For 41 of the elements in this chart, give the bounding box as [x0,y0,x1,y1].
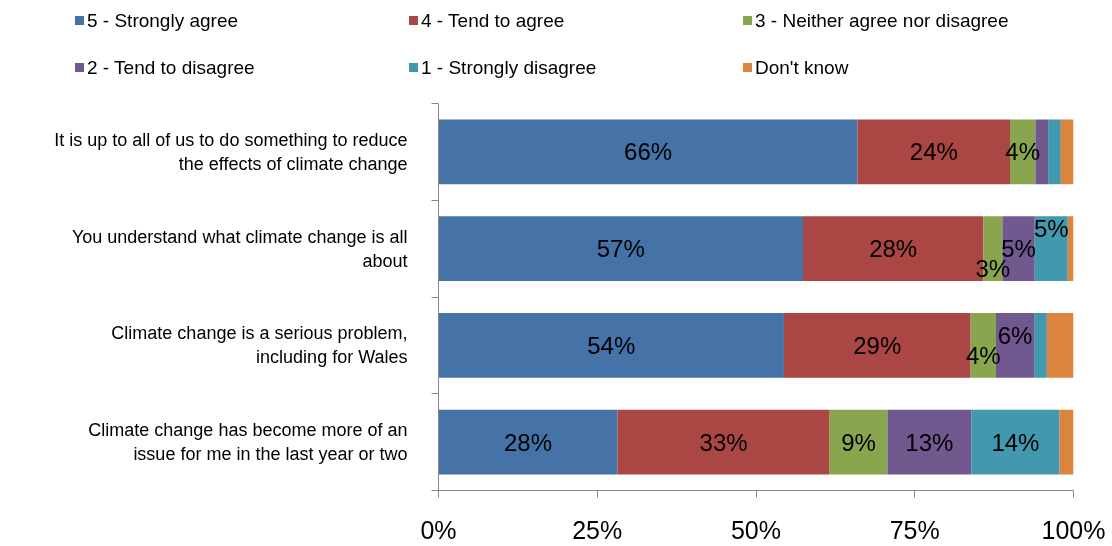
bar [1046,312,1074,378]
bar [617,409,830,475]
legend-label: 5 - Strongly agree [87,9,239,31]
data-label: 5% [1033,215,1069,243]
y-tick-label: Climate change is a serious problem, including for Wales [111,323,408,368]
data-label: 33% [699,428,748,456]
bar [1034,312,1047,378]
data-label: 66% [624,138,673,166]
data-label: 28% [504,428,553,456]
data-label: 9% [841,428,876,456]
y-tick-label: It is up to all of us to do something to reduce the effects of climate change [54,129,408,174]
x-tick-label: 100% [1041,515,1106,544]
bar [971,409,1060,475]
bar [438,216,803,282]
bar [1060,119,1074,185]
legend-label: Don't know [755,56,849,78]
data-label: 54% [587,331,636,359]
data-label: 29% [853,331,902,359]
bar [438,119,858,185]
bar [438,409,618,475]
y-tick-label: Climate change has become more of an issue for me in the last year or two [88,420,408,465]
data-label: 13% [905,428,954,456]
data-label: 28% [869,235,918,263]
x-tick-label: 25% [572,515,623,544]
legend-label: 1 - Strongly disagree [421,56,597,78]
legend-label: 4 - Tend to agree [421,9,565,31]
bar [829,409,888,475]
data-label: 24% [909,138,958,166]
data-label: 6% [997,321,1033,349]
legend-label: 2 - Tend to disagree [87,56,255,78]
data-label: 57% [596,235,645,263]
data-label: 14% [991,428,1040,456]
x-tick-label: 0% [420,515,457,544]
legend-label: 3 - Neither agree nor disagree [755,9,1009,31]
x-tick-label: 75% [889,515,940,544]
bar [438,312,784,378]
y-tick-label: You understand what climate change is all about [71,226,408,271]
x-tick-label: 50% [730,515,782,544]
bar [1048,119,1061,185]
bar [1059,409,1074,475]
bar [887,409,972,475]
